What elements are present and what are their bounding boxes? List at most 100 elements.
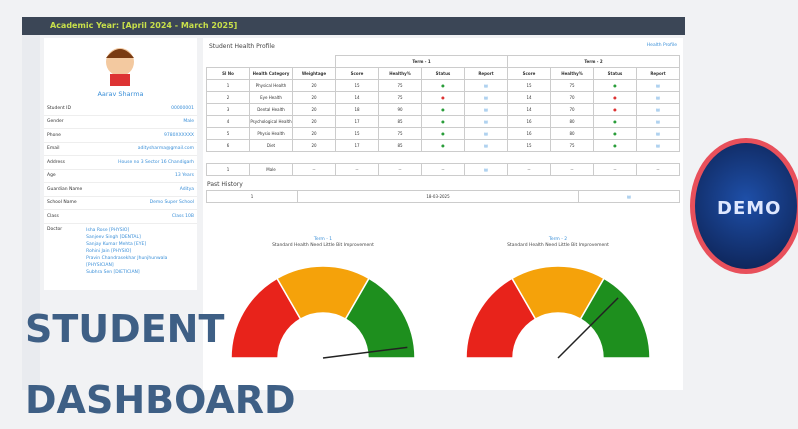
past-history-table: 1 18-03-2025 ▤ — [206, 190, 680, 203]
field-value: House no 3 Sector 16 Chandigarh — [118, 159, 194, 165]
report-icon[interactable]: ▤ — [636, 139, 680, 152]
doctor-row: Doctor Isha Rose [PHYSIO] Sanjeev Singh [D… — [44, 224, 197, 279]
field-label: Class — [47, 213, 59, 219]
spacer — [207, 152, 680, 164]
report-icon[interactable]: ▤ — [578, 190, 680, 203]
field-row: Student ID 00000001 — [44, 102, 197, 116]
column-header: Report — [464, 67, 508, 80]
status-icon: ● — [421, 103, 465, 116]
table-row: 6 Diet 20 17 85 ● ▤ 15 75 ● ▤ — [206, 139, 680, 152]
field-value: Class 10B — [171, 213, 194, 219]
column-header: Score — [507, 67, 551, 80]
field-row: Email aditysharma@gmail.com — [44, 143, 197, 156]
cell: Diet — [249, 139, 293, 152]
gauge-segment — [579, 277, 651, 359]
cell: 6 — [206, 139, 250, 152]
gauge-needle — [557, 297, 619, 359]
table-row: 5 Physio Health 20 15 75 ● ▤ 16 80 ● ▤ — [206, 127, 680, 140]
cell: 20 — [292, 115, 336, 128]
field-value: aditysharma@gmail.com — [137, 146, 194, 152]
report-icon[interactable]: ▤ — [464, 103, 508, 116]
report-icon[interactable]: ▤ — [464, 139, 508, 152]
cell: 16 — [507, 115, 551, 128]
field-value: 13 Years — [174, 173, 194, 179]
doctor-list: Isha Rose [PHYSIO] Sanjeev Singh [DENTAL]… — [86, 227, 194, 276]
report-icon[interactable]: ▤ — [636, 115, 680, 128]
report-icon[interactable]: ▤ — [464, 115, 508, 128]
status-icon: ● — [593, 103, 637, 116]
gauge-subtitle: Standard Health Need Little Bit Improvem… — [272, 242, 374, 248]
status-icon: ● — [421, 91, 465, 104]
field-label: Email — [47, 146, 60, 152]
field-value: Demo Super School — [149, 200, 194, 206]
report-icon[interactable]: ▤ — [636, 127, 680, 140]
overlay-line: STUDENT — [25, 307, 225, 351]
doctor: Sanjay Kumar Mehta [EYE] — [86, 241, 147, 247]
report-icon[interactable]: ▤ — [636, 103, 680, 116]
cell: 1 — [206, 163, 250, 176]
cell: 20 — [292, 139, 336, 152]
field-label: Doctor — [47, 226, 63, 232]
field-label: Phone — [47, 132, 61, 138]
cell: 75 — [378, 91, 422, 104]
cell: 70 — [550, 91, 594, 104]
report-icon[interactable]: ▤ — [464, 127, 508, 140]
status-icon: ● — [593, 79, 637, 92]
status-icon: ● — [593, 115, 637, 128]
cell: 20 — [292, 127, 336, 140]
field-value: Aditya — [179, 186, 194, 192]
column-header: Healthy% — [550, 67, 594, 80]
cell: 18-03-2025 — [297, 190, 579, 203]
field-row: Class Class 10B — [44, 210, 197, 224]
cell: -- — [636, 163, 680, 176]
demo-badge: DEMO — [690, 138, 798, 274]
field-label: Gender — [47, 119, 64, 125]
field-label: Age — [47, 173, 56, 179]
report-icon[interactable]: ▤ — [464, 163, 508, 176]
field-row: Address House no 3 Sector 16 Chandigarh — [44, 156, 197, 170]
badge-text: DEMO — [717, 198, 782, 219]
main-panel: Student Health Profile Health Profile Ter… — [203, 38, 683, 390]
cell: 16 — [507, 127, 551, 140]
cell: 3 — [206, 103, 250, 116]
cell: -- — [593, 163, 637, 176]
status-icon: ● — [593, 139, 637, 152]
cell: 80 — [550, 127, 594, 140]
cell: 75 — [550, 79, 594, 92]
cell: Dental Health — [249, 103, 293, 116]
cell: Physio Health — [249, 127, 293, 140]
cell: 75 — [378, 127, 422, 140]
cell: 90 — [378, 103, 422, 116]
field-row: Gender Male — [44, 116, 197, 129]
cell: 17 — [335, 115, 379, 128]
field-value: Male — [183, 119, 194, 125]
report-icon[interactable]: ▤ — [464, 91, 508, 104]
column-header: Score — [335, 67, 379, 80]
field-value: 00000001 — [171, 105, 194, 111]
cell: 1 — [206, 79, 250, 92]
cell — [207, 56, 336, 68]
profile-card: Aarav Sharma Student ID 00000001 Gender Mal… — [44, 38, 197, 290]
cell — [207, 152, 680, 164]
cell: Psychological Health — [249, 115, 293, 128]
status-icon: ● — [593, 127, 637, 140]
header-row: Sl No Health Category Weightage Score Health… — [206, 67, 680, 80]
avatar — [106, 48, 134, 86]
column-header: Sl No — [206, 67, 250, 80]
cell: 20 — [292, 91, 336, 104]
report-icon[interactable]: ▤ — [636, 91, 680, 104]
cell: -- — [335, 163, 379, 176]
status-icon: ● — [593, 91, 637, 104]
gauge-subtitle: Standard Health Need Little Bit Improvem… — [507, 242, 609, 248]
status-icon: ● — [421, 127, 465, 140]
health-profile-link[interactable]: Health Profile — [646, 43, 677, 48]
report-icon[interactable]: ▤ — [636, 79, 680, 92]
overlay-line: DASHBOARD — [25, 378, 296, 422]
cell: 20 — [292, 79, 336, 92]
field-label: School Name — [47, 200, 77, 206]
gauge-title: Term - 1 — [313, 236, 332, 242]
cell: 20 — [292, 103, 336, 116]
column-header: Status — [593, 67, 637, 80]
report-icon[interactable]: ▤ — [464, 79, 508, 92]
